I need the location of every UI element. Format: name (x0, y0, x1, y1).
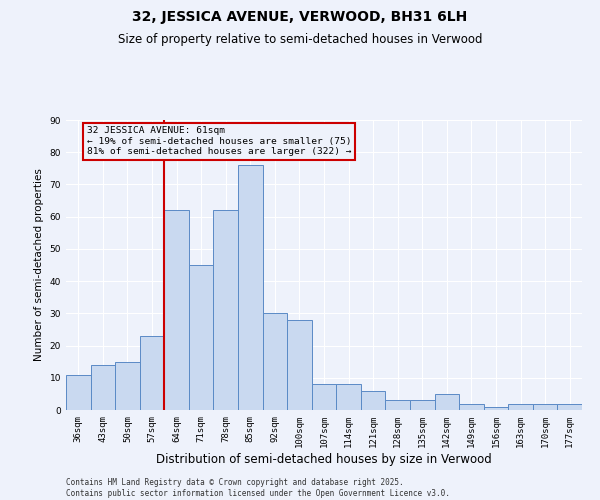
Bar (287, 320, 312, 410)
Bar (115, 362, 140, 410)
Bar (140, 336, 164, 410)
Bar (214, 210, 238, 410)
Bar (459, 404, 484, 410)
Bar (557, 404, 582, 410)
Bar (91, 365, 115, 410)
Bar (66, 374, 91, 410)
Text: Contains HM Land Registry data © Crown copyright and database right 2025.
Contai: Contains HM Land Registry data © Crown c… (66, 478, 450, 498)
Bar (508, 404, 533, 410)
Bar (312, 384, 336, 410)
Bar (189, 265, 214, 410)
Text: 32 JESSICA AVENUE: 61sqm
← 19% of semi-detached houses are smaller (75)
81% of s: 32 JESSICA AVENUE: 61sqm ← 19% of semi-d… (87, 126, 352, 156)
Bar (484, 407, 508, 410)
Bar (238, 165, 263, 410)
Bar (361, 390, 385, 410)
Bar (410, 400, 434, 410)
Text: 32, JESSICA AVENUE, VERWOOD, BH31 6LH: 32, JESSICA AVENUE, VERWOOD, BH31 6LH (133, 10, 467, 24)
Bar (336, 384, 361, 410)
X-axis label: Distribution of semi-detached houses by size in Verwood: Distribution of semi-detached houses by … (156, 452, 492, 466)
Bar (533, 404, 557, 410)
Text: Size of property relative to semi-detached houses in Verwood: Size of property relative to semi-detach… (118, 32, 482, 46)
Bar (385, 400, 410, 410)
Bar (263, 314, 287, 410)
Bar (164, 210, 189, 410)
Y-axis label: Number of semi-detached properties: Number of semi-detached properties (34, 168, 44, 362)
Bar (434, 394, 459, 410)
